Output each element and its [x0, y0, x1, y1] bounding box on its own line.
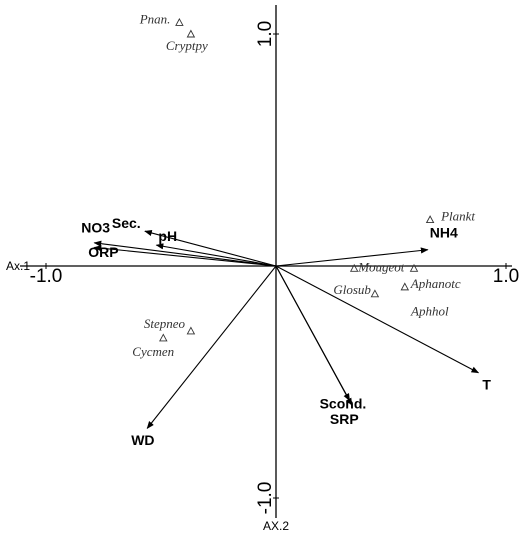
- env-arrow: [155, 243, 277, 267]
- species-label: Cryptpy: [166, 38, 208, 53]
- x-tick-label: -1.0: [30, 266, 63, 287]
- env-label: T: [482, 376, 491, 392]
- species-label: Glosub: [333, 282, 371, 297]
- species-point: [370, 289, 380, 298]
- species-label: Cycmen: [132, 344, 174, 359]
- y-axis-title: AX.2: [263, 519, 289, 533]
- env-arrow: [93, 240, 277, 267]
- species-point: [175, 17, 184, 26]
- env-label: NH4: [430, 224, 458, 240]
- species-label: Pnan.: [139, 11, 171, 26]
- env-arrow: [144, 230, 277, 267]
- env-arrow: [275, 265, 353, 406]
- species-point: [159, 333, 168, 342]
- env-arrow: [146, 265, 277, 430]
- env-label: Scond.: [320, 395, 367, 411]
- y-tick-label: 1.0: [255, 21, 276, 47]
- env-arrow: [275, 265, 480, 374]
- env-label: NO3: [81, 220, 110, 236]
- env-label: pH: [158, 228, 177, 244]
- species-point: [400, 282, 410, 291]
- species-point: [425, 215, 435, 224]
- species-label: Plankt: [440, 209, 475, 224]
- species-label: Aphhol: [410, 303, 449, 318]
- species-point: [186, 326, 196, 335]
- env-label: SRP: [330, 411, 359, 427]
- env-arrow: [275, 247, 429, 267]
- env-label: Sec.: [112, 215, 141, 231]
- species-label: Mougeot: [357, 259, 405, 274]
- x-tick-label: 1.0: [493, 266, 519, 287]
- species-label: Stepneo: [144, 316, 186, 331]
- y-tick-label: -1.0: [255, 482, 276, 515]
- species-point: [349, 263, 359, 272]
- species-point: [186, 29, 196, 38]
- env-label: WD: [131, 432, 154, 448]
- species-point: [409, 263, 419, 272]
- species-label: Aphanotc: [410, 276, 461, 291]
- env-label: ORP: [88, 244, 118, 260]
- env-arrow: [93, 245, 277, 267]
- x-axis-title: Ax.1: [6, 259, 30, 273]
